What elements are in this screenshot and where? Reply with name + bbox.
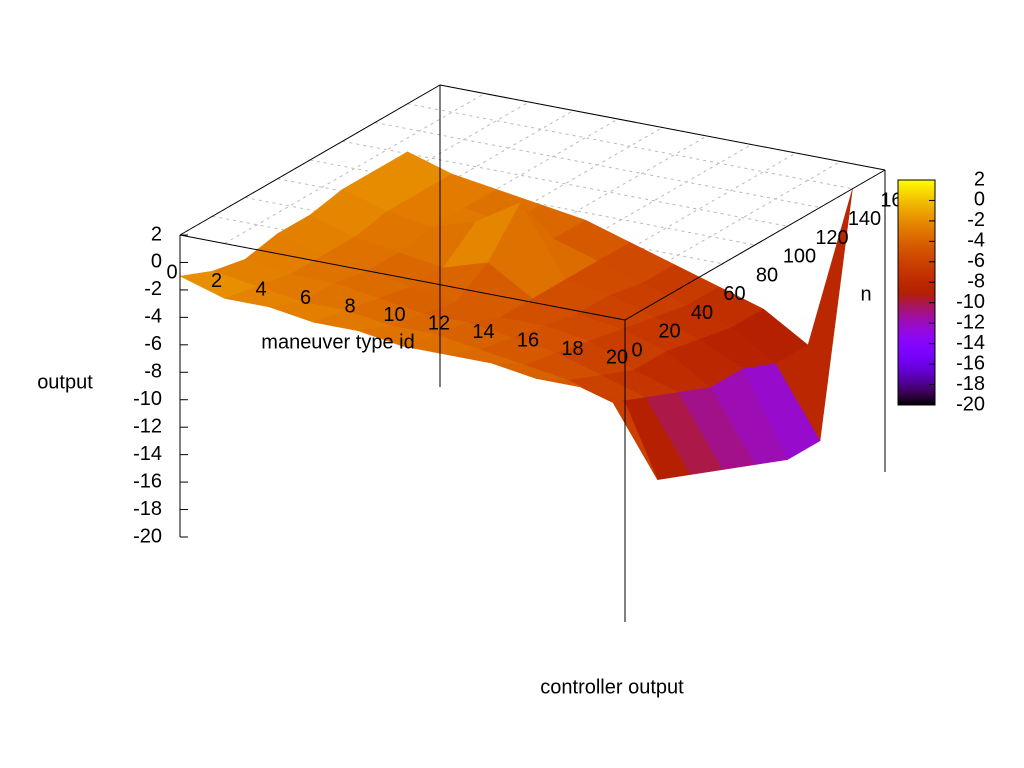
colorbar-tick-label: -6 bbox=[967, 250, 985, 272]
x-tick-label: 6 bbox=[300, 287, 311, 309]
z-tick-label: -6 bbox=[144, 333, 162, 355]
colorbar-tick-label: 2 bbox=[974, 168, 985, 190]
z-tick-label: -12 bbox=[133, 415, 162, 437]
colorbar-tick-label: -14 bbox=[956, 332, 985, 354]
z-tick-label: 2 bbox=[151, 223, 162, 245]
colorbar-tick-label: -4 bbox=[967, 230, 985, 252]
x-tick-label: 8 bbox=[344, 295, 355, 317]
grid-line bbox=[342, 140, 788, 227]
x-tick-label: 20 bbox=[606, 346, 628, 368]
y-tick-label: 120 bbox=[815, 227, 848, 249]
colorbar-tick-label: -18 bbox=[956, 373, 985, 395]
x-tick-label: 16 bbox=[517, 329, 539, 351]
colorbar-tick-label: -12 bbox=[956, 311, 985, 333]
box-edge bbox=[179, 234, 626, 321]
grid-line bbox=[374, 122, 821, 208]
z-tick-label: -10 bbox=[133, 388, 162, 410]
z-tick-label: -20 bbox=[133, 525, 162, 547]
z-tick-label: -4 bbox=[144, 306, 162, 328]
box-edge bbox=[439, 84, 886, 171]
z-tick-label: -14 bbox=[133, 443, 162, 465]
x-tick-label: 14 bbox=[472, 321, 494, 343]
y-tick-label: 140 bbox=[848, 208, 881, 230]
z-tick-label: -8 bbox=[144, 361, 162, 383]
colorbar-tick-label: -16 bbox=[956, 352, 985, 374]
x-tick-label: 10 bbox=[383, 304, 405, 326]
colorbar-tick-label: 0 bbox=[974, 189, 985, 211]
surface bbox=[179, 151, 853, 480]
y-tick-label: 0 bbox=[631, 339, 642, 361]
y-tick-label: 80 bbox=[756, 264, 778, 286]
y-tick-label: 20 bbox=[658, 321, 680, 343]
z-tick-label: -16 bbox=[133, 470, 162, 492]
x-tick-label: 2 bbox=[211, 270, 222, 292]
y-tick-label: 40 bbox=[691, 302, 713, 324]
z-tick-label: -18 bbox=[133, 498, 162, 520]
y-axis-label: n bbox=[860, 283, 871, 305]
colorbar bbox=[897, 179, 936, 406]
box-edge bbox=[179, 84, 441, 236]
surface-cell bbox=[580, 386, 658, 480]
x-tick-label: 12 bbox=[428, 312, 450, 334]
y-tick-label: 60 bbox=[723, 283, 745, 305]
box-edge bbox=[624, 169, 886, 321]
z-tick-label: -2 bbox=[144, 278, 162, 300]
grid-line bbox=[407, 103, 853, 190]
colorbar-tick-label: -10 bbox=[956, 291, 985, 313]
z-axis-label: output bbox=[37, 371, 93, 393]
z-tick-label: 0 bbox=[151, 251, 162, 273]
colorbar-tick-label: -2 bbox=[967, 209, 985, 231]
y-tick-label: 100 bbox=[783, 246, 816, 268]
chart-title: controller output bbox=[540, 676, 684, 698]
x-tick-label: 0 bbox=[166, 261, 177, 283]
colorbar-tick-label: -20 bbox=[956, 393, 985, 415]
axes: 0 2 4 6 8 10 12 14 16 18 20 02040608010012014016020… bbox=[133, 84, 985, 622]
grid-line bbox=[224, 93, 485, 244]
x-tick-label: 4 bbox=[255, 278, 266, 300]
x-axis-label: maneuver type id bbox=[261, 331, 414, 353]
x-tick-label: 18 bbox=[561, 338, 583, 360]
colorbar-tick-label: -8 bbox=[967, 271, 985, 293]
